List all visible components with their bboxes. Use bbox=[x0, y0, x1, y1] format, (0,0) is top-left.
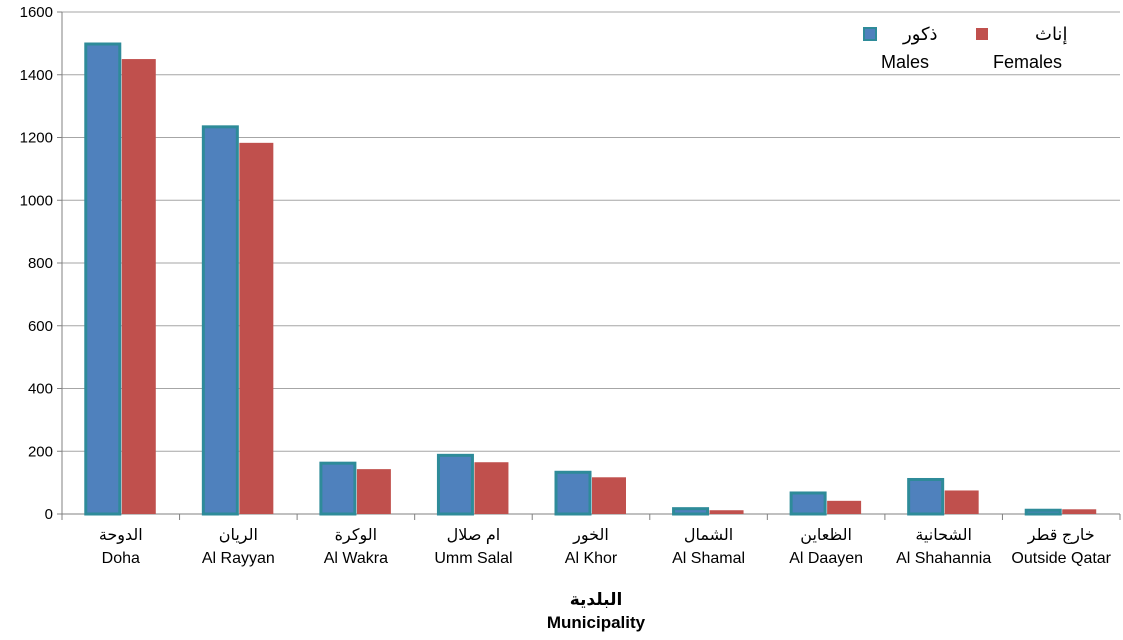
x-tick-label-arabic: الشمال bbox=[684, 527, 733, 544]
bar-females-outside-qatar bbox=[1062, 509, 1097, 514]
x-tick-label-arabic: الريان bbox=[219, 527, 258, 545]
bar-males-outside-qatar bbox=[1024, 508, 1062, 516]
legend-label-females: Females bbox=[993, 52, 1062, 72]
x-axis-title-arabic: البلدية bbox=[570, 590, 623, 609]
x-tick-label-arabic: الشحانية bbox=[915, 527, 972, 544]
bar-females-al-daayen bbox=[827, 500, 862, 514]
x-tick-label-arabic: الدوحة bbox=[99, 527, 143, 545]
y-tick-label: 800 bbox=[28, 255, 53, 272]
x-tick-label: Al Rayyan bbox=[202, 550, 275, 567]
bar-males-al-wakra bbox=[319, 461, 357, 516]
y-tick-label: 1400 bbox=[20, 67, 53, 84]
x-tick-label: Umm Salal bbox=[434, 550, 512, 567]
x-tick-label-arabic: ام صلال bbox=[447, 527, 501, 544]
x-tick-label: Al Shamal bbox=[672, 550, 745, 567]
x-tick-label-arabic: الوكرة bbox=[335, 527, 377, 545]
x-tick-label-arabic: الخور bbox=[572, 527, 609, 545]
bar-males-al-daayen bbox=[789, 491, 827, 516]
y-tick-label: 400 bbox=[28, 381, 53, 398]
legend-label-females-arabic: إناث bbox=[1035, 24, 1067, 44]
x-tick-label: Al Shahannia bbox=[896, 550, 991, 567]
y-tick-label: 1000 bbox=[20, 192, 53, 209]
bar-females-al-rayyan bbox=[239, 142, 274, 515]
y-tick-label: 0 bbox=[45, 506, 53, 523]
labels: 0 200 400 600 800 1000 1200 1400 1600 الدوحة Doha ا… bbox=[20, 4, 1112, 567]
bar-females-al-wakra bbox=[356, 469, 391, 514]
x-tick-label: Al Khor bbox=[565, 550, 618, 567]
bar-males-al-khor bbox=[554, 470, 592, 516]
bar-females-al-shahannia bbox=[944, 490, 979, 514]
x-tick-label-arabic: الظعاين bbox=[800, 527, 852, 545]
bar-females-umm-salal bbox=[474, 462, 509, 514]
bar-males-al-rayyan bbox=[201, 125, 239, 516]
x-tick-label: Al Daayen bbox=[789, 550, 863, 567]
bar-females-doha bbox=[121, 59, 156, 514]
legend-swatch-females bbox=[976, 28, 988, 40]
x-tick-label: Outside Qatar bbox=[1011, 550, 1111, 567]
bar-females-al-khor bbox=[592, 477, 626, 514]
y-tick-label: 1200 bbox=[20, 130, 53, 147]
x-axis-title: Municipality bbox=[547, 613, 646, 632]
legend-swatch-males bbox=[863, 27, 877, 41]
y-tick-label: 200 bbox=[28, 443, 53, 460]
bars bbox=[84, 42, 1097, 516]
bar-males-al-shahannia bbox=[907, 477, 945, 516]
bar-males-umm-salal bbox=[436, 453, 474, 516]
y-tick-label: 600 bbox=[28, 318, 53, 335]
x-tick-label-arabic: خارج قطر bbox=[1027, 527, 1095, 545]
bar-females-al-shamal bbox=[709, 510, 744, 514]
x-tick-label: Doha bbox=[102, 550, 140, 567]
legend-label-males-arabic: ذكور bbox=[902, 24, 938, 45]
bar-males-doha bbox=[84, 42, 122, 516]
y-tick-label: 1600 bbox=[20, 4, 53, 21]
legend-label-males: Males bbox=[881, 52, 929, 72]
bar-males-al-shamal bbox=[672, 507, 710, 516]
x-tick-label: Al Wakra bbox=[324, 550, 388, 567]
legend: ذكور Males إناث Females bbox=[863, 24, 1067, 72]
